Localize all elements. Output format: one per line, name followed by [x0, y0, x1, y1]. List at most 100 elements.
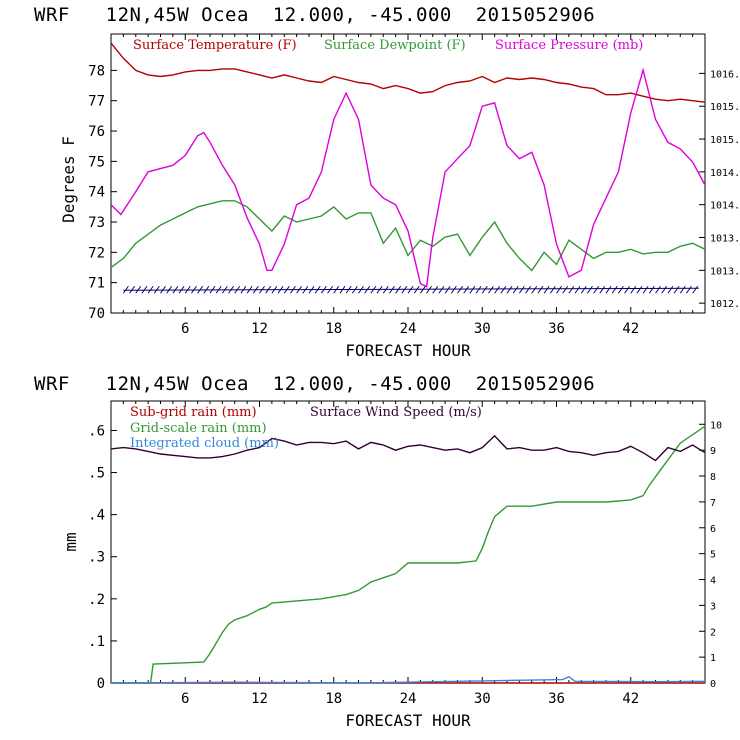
- chart2-y2-tick-label: 1: [710, 653, 716, 664]
- chart1-wind-barb: [599, 285, 606, 294]
- chart2-legend-2: Integrated cloud (mm): [130, 436, 279, 451]
- chart2-legend-3: Surface Wind Speed (m/s): [310, 405, 482, 420]
- chart1-x-tick-label: 12: [251, 321, 268, 337]
- chart2-y2-tick-label: 8: [710, 472, 716, 483]
- chart2-series-1-line: [111, 425, 706, 684]
- chart2-x-tick-label: 6: [181, 691, 189, 707]
- chart1-y2-tick-label: 1014.5: [710, 168, 740, 179]
- chart1-wind-barb: [450, 285, 457, 294]
- chart1-wind-barb: [574, 285, 581, 294]
- chart1-wind-barb: [537, 285, 544, 294]
- chart1-legend-1: Surface Dewpoint (F): [324, 38, 466, 53]
- chart2-y-tick-label: .1: [88, 634, 105, 650]
- chart1-wind-barb: [605, 285, 612, 294]
- chart1-plot-frame: [110, 33, 706, 314]
- chart1-wind-barb: [556, 285, 562, 294]
- chart-1-title: WRF 12N,45W Ocea 12.000, -45.000 2015052…: [34, 4, 596, 26]
- chart1-wind-barb: [457, 285, 463, 294]
- chart1-wind-barb: [469, 285, 476, 294]
- chart1-wind-barb: [438, 285, 445, 294]
- chart1-wind-barb: [593, 285, 600, 294]
- chart2-series-2-line: [110, 675, 706, 684]
- chart1-series-1-line: [110, 200, 706, 272]
- chart1-x-axis-label: FORECAST HOUR: [345, 341, 471, 360]
- chart1-wind-barb: [587, 285, 593, 294]
- chart1-wind-barb: [648, 285, 655, 294]
- chart2-y-tick-label: .4: [88, 508, 105, 524]
- chart1-wind-barb: [481, 285, 488, 294]
- chart1-wind-barb: [661, 285, 668, 294]
- chart1-x-tick-label: 6: [181, 321, 189, 337]
- chart2-y2-tick-label: 10: [710, 420, 722, 431]
- chart2-x-tick-label: 12: [251, 691, 268, 707]
- chart2-x-tick-label: 30: [474, 691, 491, 707]
- chart2-y2-tick-label: 6: [710, 524, 716, 535]
- chart1-wind-barb: [642, 285, 649, 294]
- chart1-y2-tick-label: 1016.0: [710, 69, 740, 80]
- chart2-x-tick-label: 24: [400, 691, 417, 707]
- chart2-y2-tick-label: 2: [710, 627, 716, 638]
- chart1-y2-tick-label: 1012.5: [710, 299, 740, 310]
- chart1-y2-tick-label: 1014.0: [710, 201, 740, 212]
- chart1-x-tick-label: 24: [400, 321, 417, 337]
- chart2-x-tick-label: 42: [622, 691, 639, 707]
- chart1-y2-tick-label: 1013.0: [710, 266, 740, 277]
- chart1-wind-barb: [494, 285, 501, 294]
- chart1-wind-barb: [500, 285, 507, 294]
- chart2-y-tick-label: .3: [88, 550, 105, 566]
- chart2-y2-tick-label: 4: [710, 576, 716, 587]
- chart1-wind-barb: [686, 285, 692, 294]
- chart1-x-tick-label: 36: [548, 321, 565, 337]
- chart1-y-tick-label: 74: [88, 185, 105, 201]
- chart1-y-tick-label: 76: [88, 124, 105, 140]
- chart2-x-tick-label: 36: [548, 691, 565, 707]
- chart2-y-axis-label: mm: [61, 532, 80, 551]
- chart1-y-tick-label: 75: [88, 154, 105, 170]
- chart2-y2-tick-label: 9: [710, 446, 716, 457]
- chart2-series-3-line: [110, 434, 706, 462]
- chart1-x-tick-label: 30: [474, 321, 491, 337]
- chart2-legend-1: Grid-scale rain (mm): [130, 421, 267, 436]
- chart1-x-tick-label: 42: [622, 321, 639, 337]
- chart2-x-tick-label: 18: [325, 691, 342, 707]
- chart2-x-axis-label: FORECAST HOUR: [345, 711, 471, 730]
- chart1-y-tick-label: 73: [88, 215, 105, 231]
- chart1-wind-barb-baseline: [123, 287, 699, 291]
- chart1-wind-barb: [692, 285, 699, 294]
- chart1-wind-barb: [624, 285, 630, 294]
- chart2-y-tick-label: 0: [97, 676, 105, 692]
- chart1-wind-barb: [512, 285, 519, 294]
- chart1-wind-barb: [655, 285, 661, 294]
- chart1-wind-barb: [617, 285, 624, 294]
- chart1-wind-barb: [525, 285, 531, 294]
- chart1-y-axis-label: Degrees F: [59, 136, 78, 223]
- chart2-y2-tick-label: 3: [710, 601, 716, 612]
- chart1-y-tick-label: 70: [88, 306, 105, 322]
- chart2-y2-tick-label: 0: [710, 679, 716, 690]
- chart1-wind-barb: [568, 285, 575, 294]
- chart1-wind-barb: [463, 285, 470, 294]
- chart1-wind-barb: [630, 285, 637, 294]
- chart1-wind-barb: [580, 285, 587, 294]
- chart2-y2-tick-label: 5: [710, 550, 716, 561]
- chart1-wind-barb: [562, 285, 569, 294]
- chart2-y-tick-label: .5: [88, 466, 105, 482]
- chart1-wind-barb: [488, 285, 494, 294]
- chart1-wind-barb: [667, 285, 674, 294]
- chart1-wind-barb: [432, 285, 439, 294]
- chart1-wind-barb: [549, 285, 556, 294]
- chart1-y-tick-label: 78: [88, 63, 105, 79]
- chart2-legend-0: Sub-grid rain (mm): [130, 405, 257, 420]
- chart1-wind-barb: [611, 285, 618, 294]
- chart1-y2-tick-label: 1015.5: [710, 102, 740, 113]
- chart1-x-tick-label: 18: [325, 321, 342, 337]
- chart1-wind-barb: [444, 285, 451, 294]
- chart1-series-2-line: [110, 67, 706, 288]
- chart1-wind-barb: [679, 285, 686, 294]
- chart1-wind-barb: [518, 285, 525, 294]
- chart1-wind-barb: [419, 285, 426, 294]
- chart1-wind-barb: [543, 285, 550, 294]
- chart1-wind-barb: [426, 285, 432, 294]
- chart1-legend-0: Surface Temperature (F): [133, 38, 297, 53]
